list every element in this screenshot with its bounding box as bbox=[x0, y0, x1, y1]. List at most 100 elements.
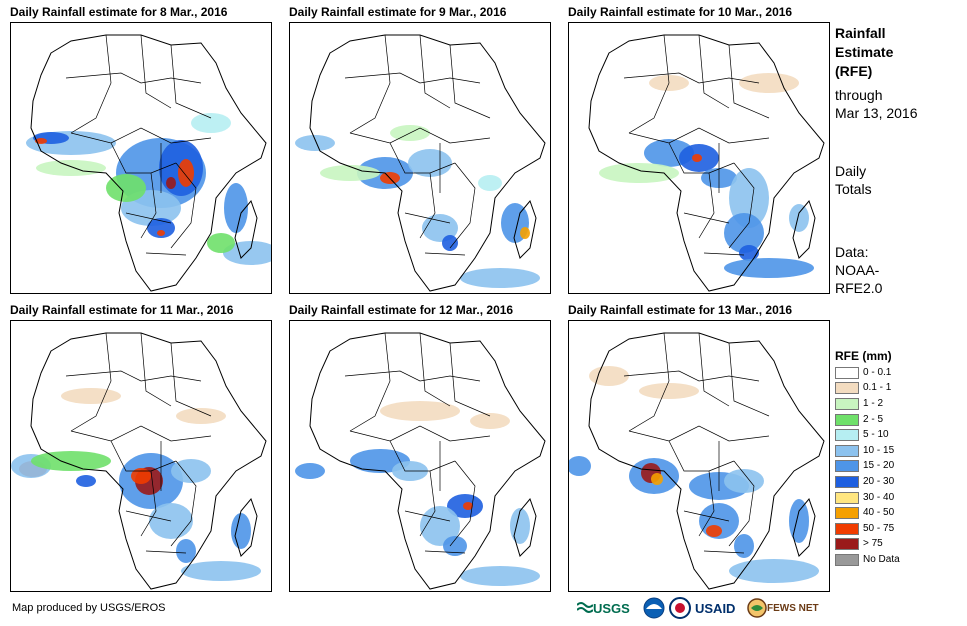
rainfall-area bbox=[442, 235, 458, 251]
country-border bbox=[350, 333, 390, 431]
country-border bbox=[669, 441, 734, 471]
legend-swatch bbox=[835, 445, 859, 457]
rainfall-area bbox=[460, 268, 540, 288]
rainfall-area bbox=[739, 73, 799, 93]
usgs-wave-icon bbox=[577, 601, 593, 615]
legend-label: > 75 bbox=[863, 538, 883, 550]
africa-map bbox=[11, 23, 271, 293]
rainfall-panel-3: Daily Rainfall estimate for 10 Mar., 201… bbox=[568, 4, 830, 291]
rainfall-area bbox=[651, 473, 663, 485]
country-border bbox=[141, 35, 171, 108]
rfe-legend: RFE (mm) 0 - 0.1 0.1 - 1 1 - 2 2 - 5 5 - 10 1… bbox=[835, 347, 935, 568]
map-credit: Map produced by USGS/EROS bbox=[12, 602, 165, 614]
africa-map bbox=[290, 23, 550, 293]
rainfall-area bbox=[166, 177, 176, 189]
rainfall-area bbox=[520, 227, 530, 239]
country-border bbox=[425, 253, 465, 255]
country-border bbox=[350, 426, 490, 441]
africa-map bbox=[290, 321, 550, 591]
rainfall-panel-1: Daily Rainfall estimate for 8 Mar., 2016 bbox=[10, 4, 272, 291]
usaid-seal-icon bbox=[669, 597, 691, 619]
legend-item: 30 - 40 bbox=[835, 490, 935, 506]
legend-item: > 75 bbox=[835, 537, 935, 553]
legend-label: 50 - 75 bbox=[863, 523, 894, 535]
legend-label: 20 - 30 bbox=[863, 476, 894, 488]
country-border bbox=[624, 371, 759, 381]
legend-title: RFE (mm) bbox=[835, 347, 935, 365]
legend-item: 2 - 5 bbox=[835, 412, 935, 428]
rainfall-area bbox=[789, 499, 809, 543]
noaa-logo bbox=[643, 596, 665, 620]
rainfall-panel-2: Daily Rainfall estimate for 9 Mar., 2016 bbox=[289, 4, 551, 291]
rainfall-area bbox=[724, 469, 764, 493]
rainfall-area bbox=[639, 383, 699, 399]
legend-label: 1 - 2 bbox=[863, 398, 883, 410]
rainfall-panel-4: Daily Rainfall estimate for 11 Mar., 201… bbox=[10, 302, 272, 589]
legend-swatch bbox=[835, 414, 859, 426]
legend-label: 0 - 0.1 bbox=[863, 367, 891, 379]
rainfall-area bbox=[76, 475, 96, 487]
rainfall-area bbox=[31, 451, 111, 471]
legend-item: 15 - 20 bbox=[835, 459, 935, 475]
country-border bbox=[684, 213, 729, 223]
rainfall-map bbox=[289, 22, 551, 294]
country-border bbox=[420, 35, 450, 108]
panel-title: Daily Rainfall estimate for 12 Mar., 201… bbox=[289, 302, 551, 318]
rainfall-area bbox=[181, 561, 261, 581]
country-border bbox=[699, 333, 729, 406]
legend-item: 5 - 10 bbox=[835, 427, 935, 443]
through-value: Mar 13, 2016 bbox=[835, 104, 918, 122]
rainfall-area bbox=[224, 183, 248, 233]
country-border bbox=[71, 35, 111, 133]
rainfall-map bbox=[10, 22, 272, 294]
totals-line: Totals bbox=[835, 180, 872, 198]
legend-label: 2 - 5 bbox=[863, 414, 883, 426]
panel-title: Daily Rainfall estimate for 10 Mar., 201… bbox=[568, 4, 830, 20]
legend-swatch bbox=[835, 460, 859, 472]
legend-label: 0.1 - 1 bbox=[863, 382, 891, 394]
legend-rows: 0 - 0.1 0.1 - 11 - 22 - 55 - 10 10 - 15 15 … bbox=[835, 365, 935, 568]
rainfall-area bbox=[706, 525, 722, 537]
agency-logos: USGS USAID FEWS NET bbox=[577, 596, 825, 622]
rainfall-area bbox=[510, 508, 530, 544]
country-border bbox=[141, 333, 171, 406]
country-border bbox=[345, 73, 480, 83]
rainfall-area bbox=[569, 456, 591, 476]
rainfall-area bbox=[131, 468, 151, 484]
legend-label: 30 - 40 bbox=[863, 492, 894, 504]
rainfall-area bbox=[231, 513, 251, 549]
rainfall-area bbox=[157, 230, 165, 236]
rfe-title-line: Estimate bbox=[835, 43, 893, 62]
rainfall-panel-6: Daily Rainfall estimate for 13 Mar., 201… bbox=[568, 302, 830, 589]
rainfall-map bbox=[568, 22, 830, 294]
legend-label: 5 - 10 bbox=[863, 429, 889, 441]
rainfall-area bbox=[320, 165, 380, 181]
rainfall-layer bbox=[569, 366, 819, 583]
legend-item: No Data bbox=[835, 552, 935, 568]
through-label: through bbox=[835, 86, 918, 104]
country-border bbox=[345, 371, 480, 381]
panel-title: Daily Rainfall estimate for 11 Mar., 201… bbox=[10, 302, 272, 318]
rainfall-area bbox=[380, 401, 460, 421]
rainfall-layer bbox=[295, 401, 540, 586]
africa-coastline bbox=[310, 333, 545, 589]
africa-map bbox=[569, 321, 829, 591]
rainfall-area bbox=[176, 408, 226, 424]
data-source-line: Data: bbox=[835, 243, 882, 261]
country-border bbox=[66, 371, 201, 381]
usaid-logo: USAID bbox=[695, 596, 735, 620]
rainfall-area bbox=[692, 154, 702, 162]
legend-item: 40 - 50 bbox=[835, 505, 935, 521]
legend-item: 1 - 2 bbox=[835, 396, 935, 412]
country-border bbox=[71, 426, 211, 441]
africa-map bbox=[11, 321, 271, 591]
country-border bbox=[66, 73, 201, 83]
rfe-title-line: Rainfall bbox=[835, 24, 893, 43]
data-source-line: RFE2.0 bbox=[835, 279, 882, 297]
legend-swatch bbox=[835, 382, 859, 394]
legend-swatch bbox=[835, 507, 859, 519]
rainfall-map bbox=[10, 320, 272, 592]
africa-map bbox=[569, 23, 829, 293]
rainfall-area bbox=[207, 233, 235, 253]
usaid-text: USAID bbox=[695, 601, 735, 616]
